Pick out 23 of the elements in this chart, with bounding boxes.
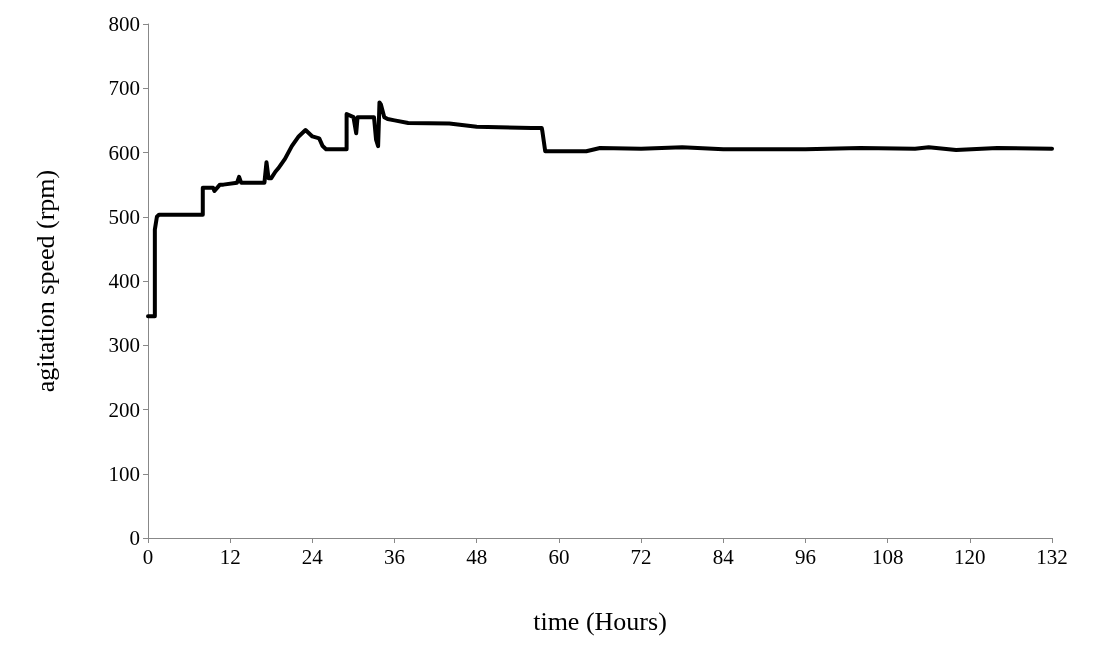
y-tick-label: 800 <box>108 12 140 36</box>
x-axis-title: time (Hours) <box>533 606 667 636</box>
x-tick-label: 84 <box>712 544 735 569</box>
line-series <box>146 100 1054 319</box>
x-tick-label: 108 <box>871 544 904 569</box>
y-tick-label: 600 <box>108 140 140 165</box>
x-tick-label: 36 <box>384 544 406 569</box>
x-tick-label: 96 <box>794 544 816 569</box>
y-tick-label: 700 <box>108 76 140 101</box>
x-tick-label: 132 <box>1036 544 1068 569</box>
y-tick-label: 300 <box>108 333 140 358</box>
x-tick-label: 48 <box>466 544 488 569</box>
y-tick-label: 100 <box>108 461 140 486</box>
x-tick-label: 12 <box>219 544 241 569</box>
y-tick-label: 0 <box>129 526 140 550</box>
x-tick-label: 72 <box>630 544 652 569</box>
x-tick-label: 120 <box>954 544 986 569</box>
x-tick-label: 60 <box>548 544 570 569</box>
y-tick-label: 500 <box>108 204 140 229</box>
y-tick-label: 400 <box>108 269 140 293</box>
x-tick-label: 24 <box>301 544 324 569</box>
y-axis-title: agitation speed (rpm) <box>30 169 60 393</box>
y-tick-label: 200 <box>108 397 140 422</box>
